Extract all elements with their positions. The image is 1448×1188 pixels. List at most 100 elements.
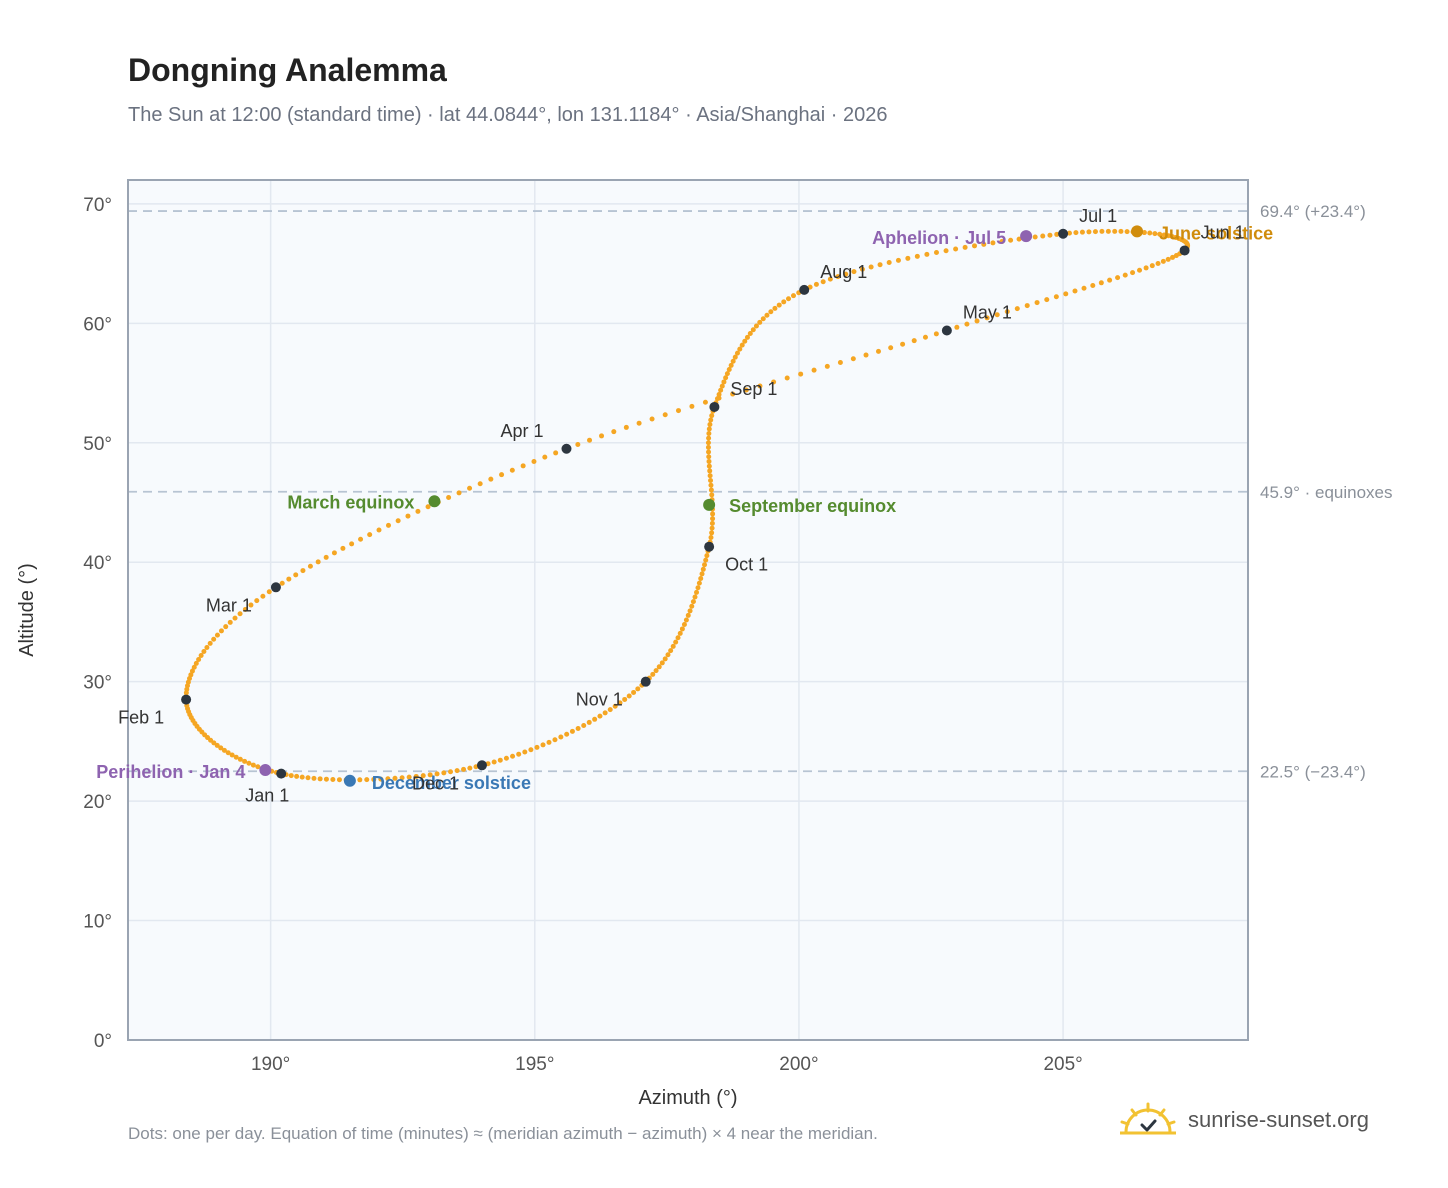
daily-dot: [607, 707, 613, 713]
daily-dot: [719, 383, 725, 389]
daily-dot: [954, 324, 960, 330]
daily-dot: [707, 468, 713, 474]
daily-dot: [708, 477, 714, 483]
daily-dot: [724, 371, 730, 377]
brand-name[interactable]: sunrise-sunset.org: [1188, 1107, 1369, 1132]
daily-dot: [675, 408, 681, 414]
month-marker: [709, 401, 720, 412]
daily-dot: [704, 553, 710, 559]
y-tick-label: 70°: [83, 195, 112, 216]
x-tick-label: 205°: [1043, 1054, 1082, 1075]
daily-dot: [653, 668, 659, 674]
daily-dot: [1044, 297, 1050, 303]
x-tick-label: 190°: [251, 1054, 290, 1075]
month-label: Jan 1: [245, 786, 289, 806]
daily-dot: [665, 652, 671, 658]
daily-dot: [254, 598, 260, 604]
daily-dot: [699, 571, 705, 577]
daily-dot: [358, 536, 364, 542]
event-label: Aphelion · Jul 5: [872, 228, 1006, 248]
event-label: September equinox: [729, 496, 896, 516]
event-marker: [703, 498, 716, 511]
brand[interactable]: sunrise-sunset.org: [1120, 1102, 1369, 1138]
daily-dot: [694, 589, 700, 595]
daily-dot: [246, 760, 252, 766]
month-label: Oct 1: [725, 555, 768, 575]
month-label: Jun 1: [1201, 222, 1245, 242]
daily-dot: [250, 762, 256, 768]
daily-dot: [558, 734, 564, 740]
daily-dot: [850, 356, 856, 362]
daily-dot: [707, 421, 713, 427]
daily-dot: [1143, 265, 1149, 271]
daily-dot: [911, 338, 917, 344]
daily-dot: [193, 660, 199, 666]
chart-subtitle: The Sun at 12:00 (standard time) · lat 4…: [128, 104, 888, 126]
daily-dot: [248, 602, 254, 608]
daily-dot: [623, 424, 629, 430]
daily-dot: [461, 766, 467, 772]
daily-dot: [279, 580, 285, 586]
daily-dot: [1034, 300, 1040, 306]
month-marker: [799, 284, 810, 295]
daily-dot: [553, 450, 559, 456]
daily-dot: [811, 367, 817, 373]
x-tick-label: 200°: [779, 1054, 818, 1075]
daily-dot: [744, 334, 750, 340]
month-marker: [270, 582, 281, 593]
reference-line-label: 69.4° (+23.4°): [1260, 202, 1366, 221]
daily-dot: [201, 649, 207, 655]
daily-dot: [747, 331, 753, 337]
daily-dot: [467, 485, 473, 491]
daily-dot: [1072, 288, 1078, 294]
daily-dot: [757, 319, 763, 325]
daily-dot: [984, 315, 990, 321]
daily-dot: [706, 449, 712, 455]
month-label: Dec 1: [412, 773, 459, 793]
daily-dot: [757, 383, 763, 389]
daily-dot: [323, 776, 329, 782]
event-marker: [259, 764, 272, 777]
daily-dot: [631, 689, 637, 695]
daily-dot: [708, 482, 714, 488]
month-label: Mar 1: [206, 595, 252, 615]
daily-dot: [214, 632, 220, 638]
daily-dot: [732, 354, 738, 360]
daily-dot: [914, 253, 920, 259]
daily-dot: [1160, 258, 1166, 264]
daily-dot: [1157, 231, 1163, 237]
daily-dot: [943, 248, 949, 254]
daily-dot: [964, 321, 970, 327]
daily-dot: [734, 350, 740, 356]
daily-dot: [709, 520, 715, 526]
month-marker: [476, 760, 487, 771]
daily-dot: [364, 777, 370, 783]
daily-dot: [520, 463, 526, 469]
daily-dot: [315, 559, 321, 565]
daily-dot: [706, 463, 712, 469]
daily-dot: [990, 240, 996, 246]
y-tick-label: 10°: [83, 912, 112, 933]
daily-dot: [1081, 285, 1087, 291]
daily-dot: [649, 416, 655, 422]
daily-dot: [1112, 228, 1118, 234]
daily-dot: [721, 379, 727, 385]
month-marker: [181, 694, 192, 705]
daily-dot: [668, 648, 674, 654]
daily-dot: [687, 608, 693, 614]
daily-dot: [336, 777, 342, 783]
daily-dot: [768, 309, 774, 315]
daily-dot: [406, 774, 412, 780]
daily-dot: [1092, 229, 1098, 235]
daily-dot: [1105, 228, 1111, 234]
daily-dot: [726, 366, 732, 372]
month-label: Nov 1: [576, 690, 623, 710]
daily-dot: [737, 346, 743, 352]
daily-dot: [764, 312, 770, 318]
daily-dot: [415, 508, 421, 514]
daily-dot: [1047, 232, 1053, 238]
event-marker: [343, 774, 356, 787]
daily-dot: [300, 568, 306, 574]
daily-dot: [953, 246, 959, 252]
